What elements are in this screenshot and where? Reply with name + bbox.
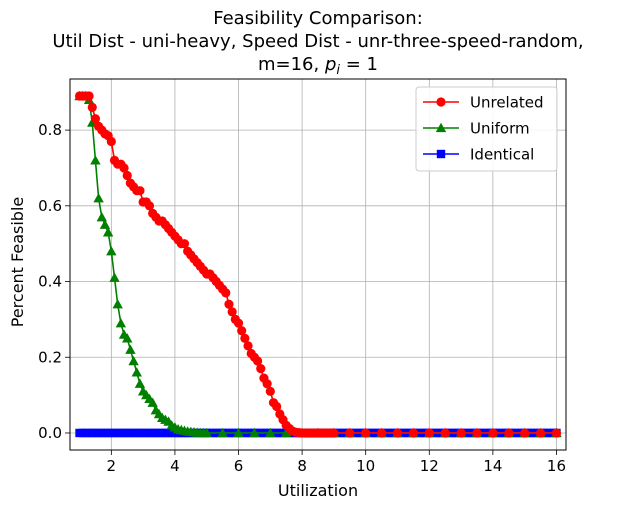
unrelated-point — [122, 170, 132, 181]
unrelated-point — [135, 186, 145, 196]
unrelated-point — [233, 318, 244, 328]
unrelated-point — [119, 163, 129, 173]
uniform-point — [217, 427, 228, 438]
uniform-point — [128, 355, 139, 366]
grid-lines — [70, 79, 566, 450]
uniform-point — [134, 378, 146, 388]
unrelated-point — [84, 91, 94, 101]
x-tick-label: 2 — [107, 457, 117, 475]
chart-title-line-3-prefix: m=16, — [258, 54, 325, 75]
uniform-point — [233, 427, 244, 438]
x-tick-label: 12 — [420, 457, 439, 475]
legend: Unrelated Uniform Identical — [415, 86, 558, 172]
unrelated-point — [256, 364, 266, 374]
uniform-point — [109, 272, 120, 282]
chart-title-line-2: Util Dist - uni-heavy, Speed Dist - unr-… — [52, 31, 583, 52]
x-tick-label: 8 — [297, 457, 307, 475]
unrelated-point — [106, 136, 116, 147]
legend-box — [415, 86, 558, 172]
unrelated-point — [90, 114, 101, 124]
uniform-point — [102, 227, 114, 237]
y-tick-label: 0.8 — [38, 121, 62, 139]
uniform-point — [112, 299, 123, 309]
unrelated-point — [551, 428, 562, 438]
uniform-point — [201, 427, 212, 438]
series-unrelated — [74, 91, 562, 438]
chart-title-pi-symbol: p — [324, 54, 336, 75]
x-tick-label: 10 — [356, 457, 375, 475]
unrelated-point — [243, 341, 253, 351]
unrelated-point — [265, 386, 275, 396]
unrelated-point — [224, 299, 234, 309]
y-tick-label: 0.6 — [38, 197, 62, 215]
legend-label-unrelated: Unrelated — [470, 94, 544, 112]
uniform-point — [147, 397, 158, 407]
uniform-point — [96, 211, 107, 222]
uniform-point — [249, 427, 260, 438]
unrelated-point — [227, 307, 237, 317]
uniform-point — [125, 344, 136, 354]
uniform-point — [115, 317, 127, 328]
legend-marker-uniform — [435, 122, 447, 133]
chart-title-line-3: m=16, pi = 1 — [258, 54, 378, 78]
legend-label-identical: Identical — [470, 146, 534, 164]
axis-ticks: 2 4 6 8 10 12 14 16 0.0 0.2 0.4 0.6 0.8 — [38, 121, 566, 475]
unrelated-point — [329, 428, 339, 438]
unrelated-point — [504, 428, 514, 438]
unrelated-point — [345, 428, 355, 438]
y-axis-label: Percent Feasible — [8, 197, 27, 328]
unrelated-point — [424, 428, 434, 438]
uniform-point — [122, 333, 133, 343]
legend-marker-unrelated — [436, 97, 446, 107]
unrelated-point — [252, 356, 263, 366]
series-layer — [74, 90, 562, 438]
unrelated-point — [520, 428, 530, 438]
uniform-point — [281, 427, 292, 438]
unrelated-point — [87, 102, 97, 112]
y-tick-label: 0.0 — [38, 424, 62, 442]
unrelated-point — [237, 326, 247, 336]
unrelated-point — [535, 428, 546, 438]
unrelated-point — [262, 379, 272, 389]
y-tick-label: 0.4 — [38, 273, 62, 291]
legend-label-uniform: Uniform — [470, 120, 530, 138]
x-tick-label: 16 — [547, 457, 566, 475]
unrelated-point — [361, 428, 371, 438]
uniform-point — [106, 246, 117, 256]
unrelated-point — [376, 428, 387, 438]
y-tick-label: 0.2 — [38, 348, 62, 366]
x-axis-label: Utilization — [278, 481, 358, 500]
uniform-point — [90, 155, 101, 165]
chart-title-pi-subscript: i — [336, 63, 340, 78]
unrelated-point — [272, 401, 282, 412]
unrelated-point — [221, 288, 231, 298]
chart-title-pi-tail: = 1 — [340, 54, 378, 75]
unrelated-point — [179, 239, 190, 249]
unrelated-point — [456, 428, 466, 438]
unrelated-point — [440, 428, 450, 438]
x-tick-label: 6 — [234, 457, 244, 475]
uniform-point — [93, 193, 104, 203]
uniform-point — [265, 427, 276, 438]
x-tick-label: 4 — [170, 457, 180, 475]
unrelated-point — [472, 428, 482, 438]
uniform-point — [99, 219, 111, 229]
plot-frame — [69, 78, 567, 451]
unrelated-point — [488, 428, 498, 438]
unrelated-point — [144, 201, 155, 211]
x-tick-label: 14 — [483, 457, 502, 475]
chart-title-line-1: Feasibility Comparison: — [213, 8, 423, 29]
unrelated-point — [240, 333, 250, 343]
uniform-point — [131, 367, 142, 377]
legend-marker-identical — [436, 149, 446, 159]
unrelated-point — [392, 428, 403, 438]
unrelated-point — [408, 428, 418, 438]
